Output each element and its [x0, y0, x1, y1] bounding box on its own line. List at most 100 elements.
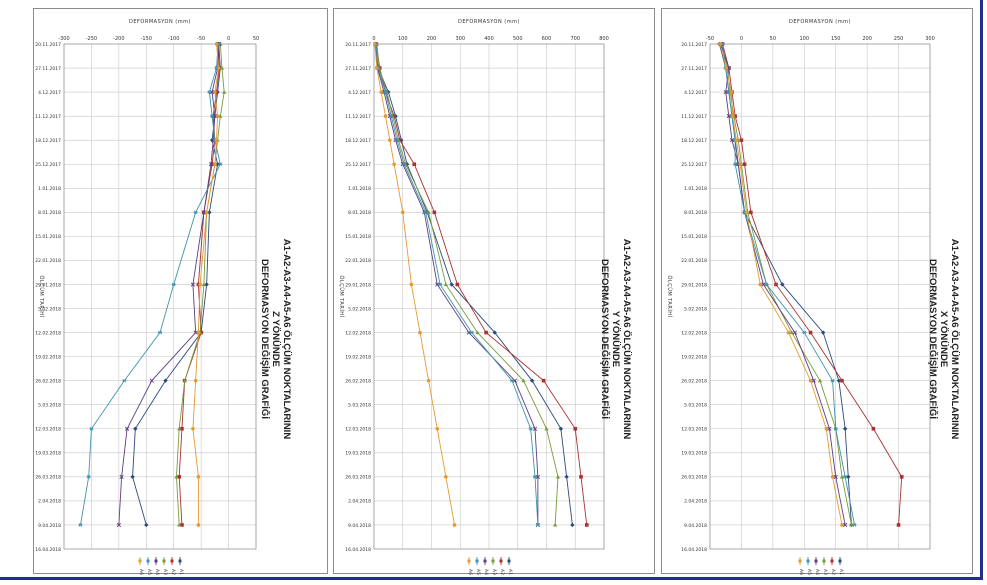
data-point-a5	[207, 90, 212, 94]
data-point-a6	[724, 66, 729, 70]
data-point-a1	[842, 426, 848, 431]
data-point-a1	[207, 210, 212, 215]
value-tick-label: -50	[197, 36, 205, 42]
data-point-a5	[78, 523, 83, 527]
data-point-a1	[558, 426, 564, 431]
date-tick-label: 29.01.2018	[35, 282, 61, 288]
data-point-a5	[86, 475, 91, 479]
data-point-a6	[744, 210, 749, 215]
data-point-a2	[541, 378, 546, 383]
data-point-a3	[789, 330, 794, 335]
data-point-a4	[827, 426, 832, 431]
plot-area	[63, 43, 257, 550]
date-tick-label: 8.01.2018	[38, 210, 61, 216]
data-point-a4	[811, 378, 816, 383]
value-tick-label: 0	[740, 36, 743, 42]
chart-title-line: DEFORMASYON DEĞİŞİM GRAFİĞİ	[599, 259, 611, 419]
legend-marker	[499, 559, 503, 563]
value-tick-label: 100	[800, 36, 810, 42]
data-point-a5	[402, 162, 407, 167]
legend-marker	[507, 559, 511, 563]
chart-title-line: Y YÖNÜNDE	[610, 311, 621, 367]
data-point-a4	[729, 138, 735, 143]
data-point-a6	[198, 282, 202, 287]
date-tick-label: 12.03.2018	[345, 427, 371, 433]
data-point-a4	[116, 522, 121, 528]
legend-marker	[838, 559, 842, 563]
data-point-a6	[840, 523, 844, 527]
data-point-a2	[432, 210, 437, 215]
data-point-a5	[469, 330, 474, 335]
data-point-a4	[726, 114, 731, 119]
data-point-a6	[824, 426, 829, 431]
value-tick-label: -150	[141, 36, 152, 42]
data-point-a2	[739, 138, 744, 142]
data-point-a2	[180, 523, 184, 527]
data-point-a3	[426, 210, 431, 214]
plot-area	[709, 43, 931, 550]
legend-marker	[822, 559, 826, 563]
data-point-a6	[373, 42, 377, 46]
data-point-a6	[215, 114, 220, 118]
date-tick-label: 18.12.2017	[345, 138, 371, 144]
data-point-a1	[144, 522, 149, 528]
data-point-a2	[180, 426, 184, 431]
data-point-a5	[833, 426, 838, 431]
data-point-a5	[171, 282, 176, 287]
data-point-a3	[817, 378, 823, 383]
date-tick-label: 4.12.2017	[684, 90, 707, 96]
data-point-a5	[733, 162, 738, 167]
data-point-a6	[213, 90, 217, 94]
date-tick-label: 11.12.2017	[345, 114, 371, 120]
data-point-a6	[426, 378, 431, 383]
data-point-a3	[521, 378, 526, 383]
data-point-a6	[400, 210, 405, 215]
legend-label: A5	[146, 569, 152, 575]
legend-label: A2	[499, 569, 505, 575]
value-tick-label: 250	[894, 36, 904, 42]
date-axis-title: ÖLÇÜM TARİHİ	[666, 275, 673, 317]
data-point-a1	[570, 522, 575, 528]
legend-label: A3	[491, 569, 497, 575]
data-point-a3	[849, 522, 854, 527]
data-point-a5	[528, 426, 533, 431]
date-tick-label: 9.04.2018	[348, 523, 371, 529]
data-point-a2	[733, 114, 737, 118]
data-point-a5	[830, 378, 835, 383]
date-tick-label: 12.03.2018	[35, 427, 61, 433]
data-point-a1	[133, 426, 138, 431]
data-point-a1	[130, 474, 135, 480]
date-tick-label: 18.12.2017	[681, 138, 707, 144]
date-tick-label: 5.03.2018	[348, 403, 371, 409]
date-tick-label: 25.12.2017	[35, 162, 61, 168]
data-point-a6	[444, 475, 448, 479]
data-point-a6	[196, 475, 201, 479]
data-point-a5	[122, 378, 127, 383]
data-point-a4	[201, 210, 207, 215]
value-tick-label: -300	[58, 36, 69, 42]
data-point-a6	[418, 330, 422, 335]
date-tick-label: 4.12.2017	[348, 90, 371, 96]
date-tick-label: 27.11.2017	[345, 66, 371, 72]
data-point-a5	[395, 138, 399, 143]
data-point-a5	[852, 523, 857, 527]
date-tick-label: 5.03.2018	[684, 403, 707, 409]
data-point-a3	[218, 113, 223, 118]
data-point-a6	[193, 378, 198, 383]
date-tick-label: 8.01.2018	[348, 210, 371, 216]
legend-marker	[170, 559, 174, 563]
data-point-a6	[786, 330, 791, 335]
data-point-a3	[201, 282, 206, 287]
legend-label: A2	[170, 569, 176, 575]
data-point-a5	[535, 523, 540, 527]
data-point-a6	[730, 114, 735, 118]
date-tick-label: 5.02.2018	[38, 306, 61, 312]
value-tick-label: 700	[570, 36, 580, 42]
data-point-a3	[555, 474, 561, 479]
date-tick-label: 27.11.2017	[681, 66, 707, 72]
data-point-a1	[163, 378, 168, 383]
data-point-a6	[734, 138, 739, 142]
legend-label: A4	[154, 569, 160, 575]
date-tick-label: 1.01.2018	[684, 186, 707, 192]
data-point-a6	[808, 378, 813, 383]
